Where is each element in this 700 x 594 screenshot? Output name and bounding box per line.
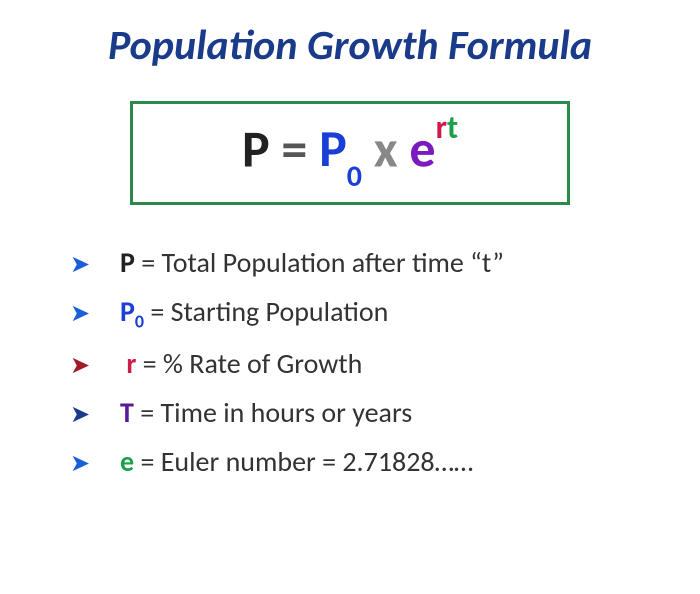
formula-exp: rt <box>436 108 458 147</box>
legend-sym-text: P <box>120 245 135 280</box>
legend-eq: = <box>150 294 170 329</box>
legend-content: e = Euler number = 2.71828…… <box>120 444 670 479</box>
formula-P0-base: P <box>319 116 347 180</box>
bullet-icon: ➤ <box>70 452 120 476</box>
legend-content: r = % Rate of Growth <box>120 346 670 381</box>
legend-row: ➤ e = Euler number = 2.71828…… <box>70 444 670 479</box>
legend-eq: = <box>141 245 161 280</box>
formula-t: t <box>447 108 458 147</box>
formula-eq: = <box>270 116 319 180</box>
page-title: Population Growth Formula <box>30 20 670 71</box>
legend-sym-text: T <box>120 395 134 430</box>
legend: ➤ P = Total Population after time “t” ➤ … <box>30 245 670 480</box>
legend-row: ➤ r = % Rate of Growth <box>70 346 670 381</box>
legend-sym-text: r <box>126 346 136 381</box>
legend-eq: = <box>140 395 160 430</box>
legend-sym-sub: 0 <box>135 310 144 332</box>
legend-sym-text: P <box>120 294 135 329</box>
legend-eq: = <box>143 346 163 381</box>
legend-row: ➤ T = Time in hours or years <box>70 395 670 430</box>
legend-sym-text: e <box>120 444 134 479</box>
legend-symbol: P0 <box>120 294 144 329</box>
formula: P = P0 x ert <box>163 122 537 184</box>
formula-P: P <box>242 116 270 180</box>
bullet-icon: ➤ <box>70 354 120 378</box>
legend-content: T = Time in hours or years <box>120 395 670 430</box>
legend-row: ➤ P = Total Population after time “t” <box>70 245 670 280</box>
formula-P0-sub: 0 <box>347 158 362 195</box>
bullet-icon: ➤ <box>70 302 120 326</box>
legend-symbol: e <box>120 444 134 479</box>
legend-desc: % Rate of Growth <box>163 346 362 381</box>
legend-desc: Euler number = 2.71828…… <box>161 444 474 479</box>
bullet-icon: ➤ <box>70 403 120 427</box>
legend-desc: Total Population after time “t” <box>162 245 504 280</box>
legend-desc: Time in hours or years <box>161 395 413 430</box>
legend-desc: Starting Population <box>171 294 389 329</box>
bullet-icon: ➤ <box>70 253 120 277</box>
formula-box: P = P0 x ert <box>130 101 570 205</box>
legend-symbol: r <box>120 346 136 381</box>
formula-x: x <box>362 116 409 180</box>
legend-row: ➤ P0 = Starting Population <box>70 294 670 333</box>
formula-P0: P0 <box>319 116 362 180</box>
formula-e: e <box>409 116 435 180</box>
formula-r: r <box>436 108 447 147</box>
legend-symbol: P <box>120 245 135 280</box>
legend-content: P = Total Population after time “t” <box>120 245 670 280</box>
legend-symbol: T <box>120 395 134 430</box>
legend-eq: = <box>140 444 160 479</box>
legend-content: P0 = Starting Population <box>120 294 670 333</box>
